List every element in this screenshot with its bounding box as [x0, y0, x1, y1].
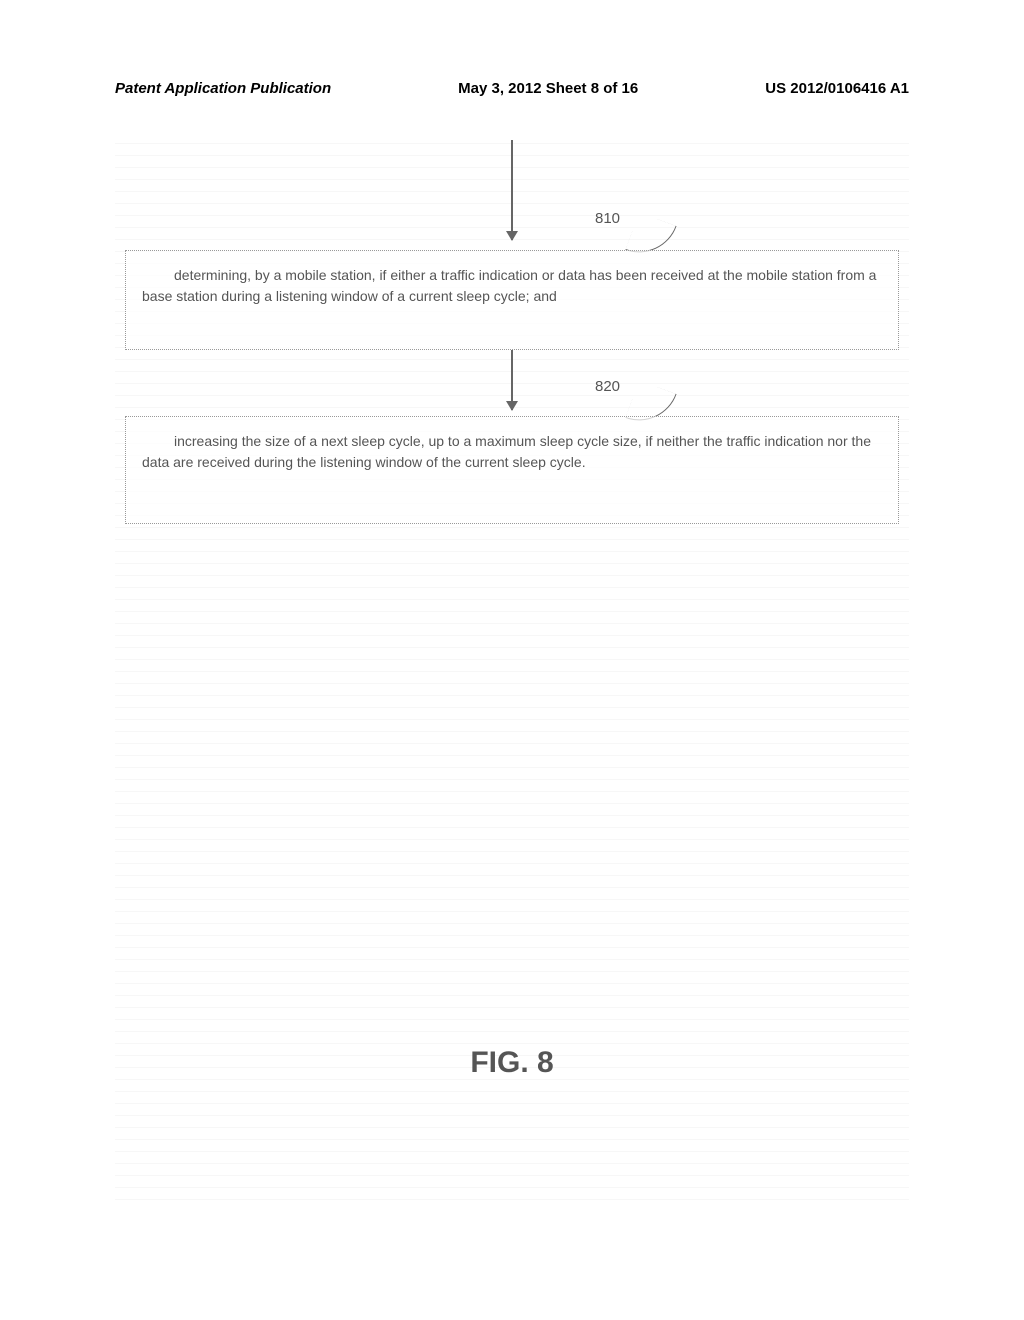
flowchart-node-820: increasing the size of a next sleep cycl… — [125, 416, 899, 524]
header-publication: Patent Application Publication — [115, 80, 331, 97]
arrow-start-to-810 — [511, 140, 513, 240]
header-patent-number: US 2012/0106416 A1 — [765, 80, 909, 97]
figure-label: FIG. 8 — [470, 1046, 553, 1080]
flowchart-diagram: 810 determining, by a mobile station, if… — [115, 140, 909, 1200]
node-820-text: increasing the size of a next sleep cycl… — [142, 431, 882, 473]
node-810-text: determining, by a mobile station, if eit… — [142, 265, 882, 307]
flowchart-node-810: determining, by a mobile station, if eit… — [125, 250, 899, 350]
node-label-810: 810 — [595, 210, 620, 227]
arrow-810-to-820 — [511, 350, 513, 410]
node-label-820: 820 — [595, 378, 620, 395]
header-date-sheet: May 3, 2012 Sheet 8 of 16 — [458, 80, 638, 97]
